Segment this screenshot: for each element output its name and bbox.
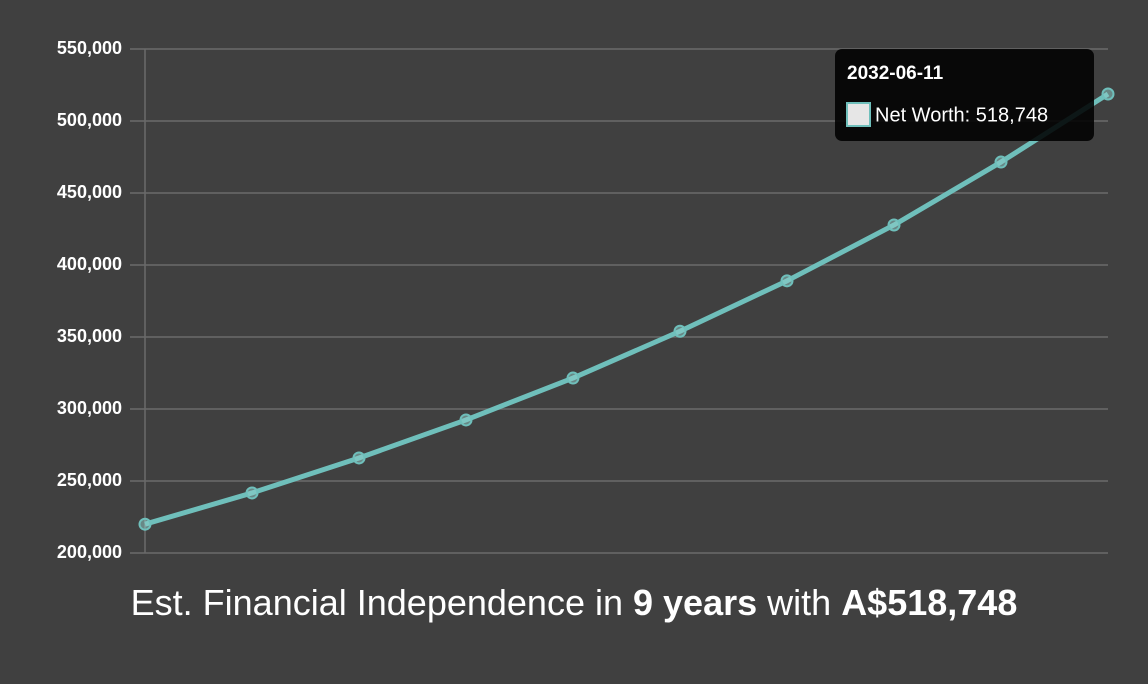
point [994, 155, 1008, 169]
point [138, 517, 152, 531]
y-tick-label: 400,000 [57, 254, 122, 274]
y-tick-label: 350,000 [57, 326, 122, 346]
point [1101, 87, 1115, 101]
y-tick-label: 450,000 [57, 182, 122, 202]
plot [138, 87, 1115, 531]
point [245, 486, 259, 500]
point [566, 371, 580, 385]
tooltip-text: Net Worth: 518,748 [875, 104, 1048, 126]
caption-prefix: Est. Financial Independence in [131, 582, 623, 623]
y-tick-label: 300,000 [57, 398, 122, 418]
caption-amount: A$518,748 [841, 582, 1017, 623]
y-tick-label: 550,000 [57, 38, 122, 58]
point [352, 451, 366, 465]
caption-middle: with [766, 582, 831, 623]
tooltip-swatch [846, 102, 871, 127]
grid: 200,000 250,000 300,000 350,000 400,000 450,0… [57, 38, 1108, 562]
tooltip-box [835, 49, 1094, 141]
y-tick-label: 200,000 [57, 542, 122, 562]
caption-years: 9 years [633, 582, 757, 623]
y-tick-label: 250,000 [57, 470, 122, 490]
caption: Est. Financial Independence in 9 years w… [131, 582, 1018, 623]
point [887, 218, 901, 232]
tooltip-title: 2032-06-11 [847, 63, 944, 84]
point [780, 274, 794, 288]
point [673, 324, 687, 338]
line [144, 91, 1110, 527]
y-tick-label: 500,000 [57, 110, 122, 130]
point [459, 413, 473, 427]
tooltip: 2032-06-11 Net Worth: 518,748 [835, 49, 1094, 141]
